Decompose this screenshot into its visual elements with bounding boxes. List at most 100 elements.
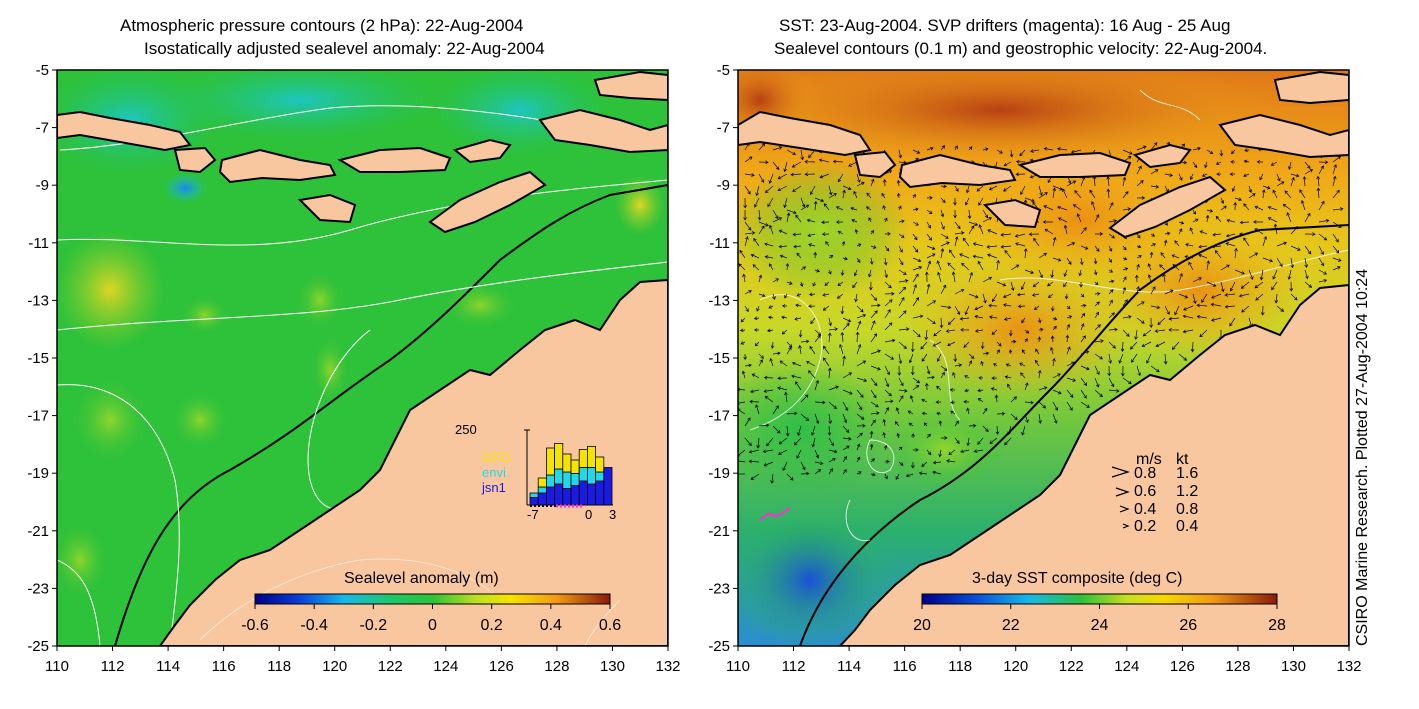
velocity-arrow xyxy=(1080,303,1087,308)
velocity-arrow xyxy=(987,253,998,259)
velocity-arrow xyxy=(870,293,878,301)
velocity-arrow xyxy=(868,281,873,291)
velocity-arrow xyxy=(804,172,816,177)
velocity-arrow xyxy=(855,331,860,343)
velocity-arrow xyxy=(940,305,952,310)
velocity-arrow xyxy=(1230,160,1236,164)
velocity-arrow xyxy=(1150,286,1156,295)
velocity-arrow xyxy=(1206,281,1217,287)
velocity-arrow xyxy=(898,257,904,266)
velocity-arrow xyxy=(994,394,999,403)
velocity-arrow xyxy=(1094,301,1100,307)
velocity-arrow xyxy=(960,449,970,454)
velocity-arrow xyxy=(1160,252,1166,259)
velocity-arrow xyxy=(777,173,788,180)
velocity-arrow xyxy=(1304,245,1312,255)
velocity-arrow xyxy=(1094,291,1101,296)
velocity-arrow xyxy=(1094,232,1104,236)
velocity-arrow xyxy=(912,233,918,241)
velocity-arrow xyxy=(1038,252,1048,259)
right-lat-label: -21 xyxy=(708,523,730,540)
velocity-arrow xyxy=(1253,220,1264,224)
velocity-arrow xyxy=(1070,149,1082,154)
velocity-arrow xyxy=(811,425,816,436)
velocity-arrow xyxy=(1201,293,1208,303)
velocity-arrow xyxy=(1136,365,1142,377)
velocity-arrow xyxy=(912,448,919,452)
velocity-arrow xyxy=(1255,293,1264,301)
velocity-arrow xyxy=(982,425,989,432)
velocity-arrow xyxy=(758,423,770,428)
velocity-arrow xyxy=(953,209,957,219)
velocity-arrow xyxy=(1108,279,1115,284)
velocity-arrow xyxy=(940,221,945,230)
velocity-arrow xyxy=(1248,252,1259,259)
velocity-arrow xyxy=(991,329,998,335)
velocity-arrow xyxy=(1271,281,1278,291)
velocity-arrow xyxy=(1057,205,1068,211)
velocity-arrow xyxy=(1231,185,1236,192)
velocity-arrow xyxy=(1122,149,1133,155)
velocity-arrow xyxy=(750,473,760,480)
velocity-arrow xyxy=(1108,299,1113,307)
velocity-arrow xyxy=(1256,160,1264,164)
inset-bar-jsn1 xyxy=(578,480,588,506)
velocity-arrow xyxy=(1033,237,1040,247)
velocity-arrow xyxy=(1066,346,1071,355)
velocity-arrow xyxy=(797,425,802,437)
inset-bar-gfo xyxy=(587,446,597,468)
velocity-arrow xyxy=(1050,305,1055,312)
velocity-arrow xyxy=(1276,305,1285,312)
velocity-arrow xyxy=(921,461,928,467)
velocity-arrow xyxy=(828,193,837,199)
velocity-arrow xyxy=(937,271,942,283)
velocity-arrow xyxy=(800,471,810,476)
velocity-arrow xyxy=(996,349,1000,355)
velocity-arrow xyxy=(837,173,844,183)
colorbar-tick-label: 0.4 xyxy=(540,617,562,634)
velocity-arrow xyxy=(848,161,858,167)
velocity-arrow xyxy=(940,233,949,239)
inset-x-label-zero: 0 xyxy=(585,507,592,522)
velocity-arrow xyxy=(912,297,919,307)
colorbar-tick-label: 20 xyxy=(913,617,931,634)
velocity-arrow xyxy=(932,460,942,465)
inset-bar-gfo xyxy=(578,449,588,468)
velocity-arrow xyxy=(751,373,760,379)
velocity-arrow xyxy=(1094,214,1100,223)
velocity-arrow xyxy=(740,341,746,345)
right-lon-label: 132 xyxy=(1336,658,1361,675)
velocity-arrow xyxy=(1136,233,1141,239)
velocity-arrow xyxy=(744,437,752,447)
velocity-arrow xyxy=(1042,220,1053,224)
inset-bar-gfo xyxy=(554,443,564,470)
velocity-arrow xyxy=(1136,145,1147,151)
velocity-arrow xyxy=(1171,254,1180,259)
velocity-arrow xyxy=(996,411,1006,416)
velocity-arrow xyxy=(769,263,774,271)
velocity-arrow xyxy=(1080,335,1086,343)
velocity-arrow xyxy=(756,437,760,449)
velocity-arrow xyxy=(856,343,862,355)
velocity-arrow xyxy=(1078,269,1082,277)
velocity-arrow xyxy=(884,291,895,296)
velocity-arrow xyxy=(754,341,760,347)
velocity-arrow xyxy=(926,245,936,250)
velocity-arrow xyxy=(1024,269,1034,274)
velocity-arrow xyxy=(1122,315,1132,319)
velocity-arrow xyxy=(1304,281,1313,288)
velocity-arrow xyxy=(1150,184,1160,189)
velocity-arrow xyxy=(1172,264,1180,271)
velocity-arrow xyxy=(856,471,862,475)
velocity-arrow xyxy=(786,473,794,481)
velocity-arrow xyxy=(870,245,877,249)
velocity-arrow xyxy=(744,156,753,163)
velocity-arrow xyxy=(772,278,779,283)
velocity-arrow xyxy=(822,292,830,297)
inset-bar-envi xyxy=(595,471,605,482)
velocity-arrow xyxy=(793,437,802,446)
velocity-arrow xyxy=(856,305,864,313)
velocity-arrow xyxy=(977,397,984,403)
velocity-arrow xyxy=(1163,239,1168,247)
velocity-arrow xyxy=(1108,353,1113,364)
